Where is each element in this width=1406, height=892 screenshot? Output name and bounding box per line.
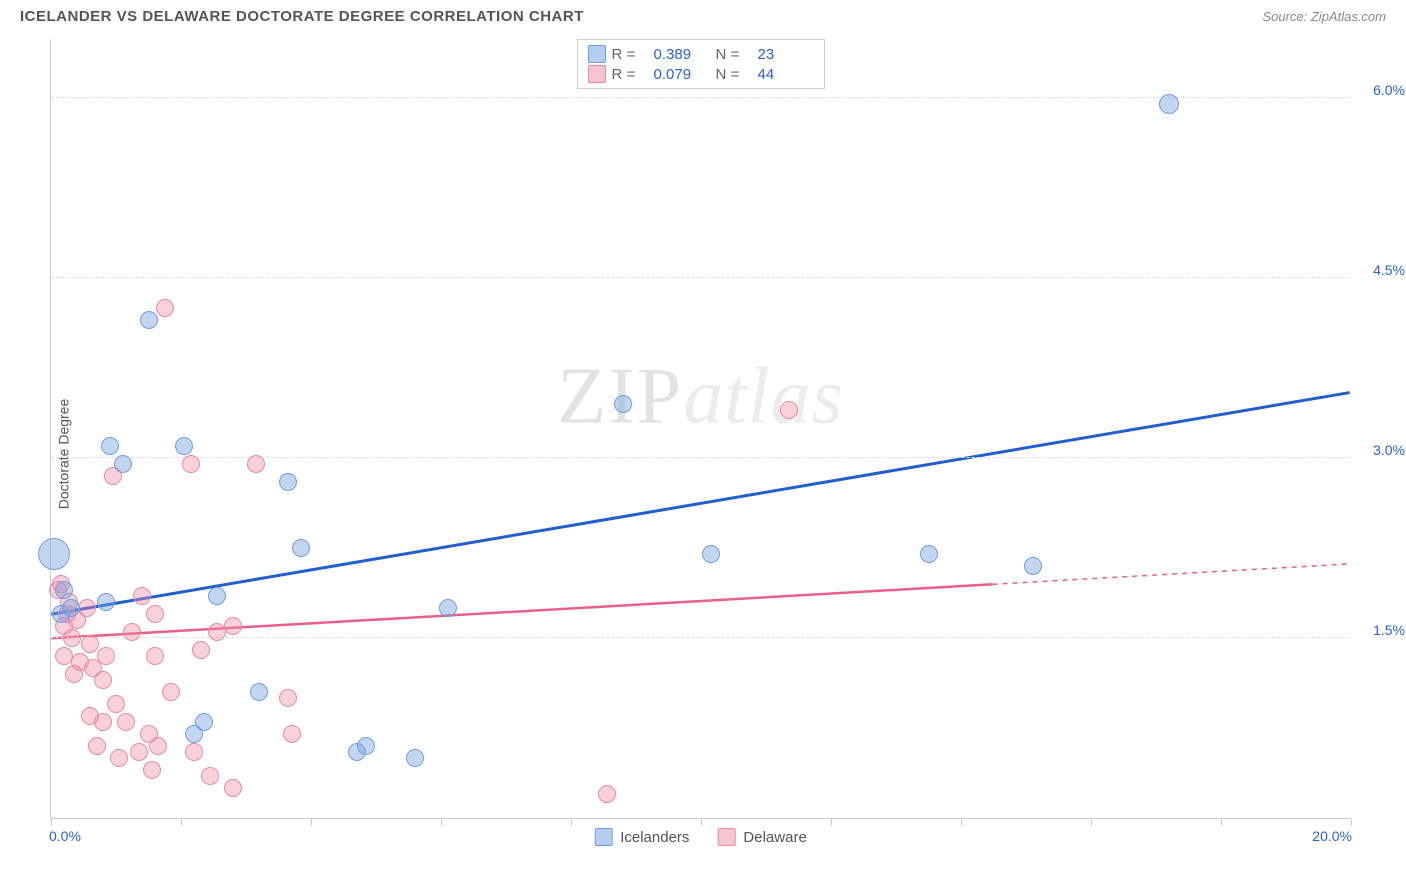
x-tick: [441, 818, 442, 826]
scatter-point: [182, 455, 200, 473]
legend-series-label: Icelanders: [620, 829, 689, 846]
gridline-h: [51, 97, 1350, 98]
legend-r-label: R =: [612, 66, 648, 83]
x-tick: [961, 818, 962, 826]
scatter-point: [614, 395, 632, 413]
legend-swatch: [594, 828, 612, 846]
scatter-point: [279, 689, 297, 707]
legend-row: R = 0.389 N = 23: [588, 44, 814, 64]
scatter-point: [780, 401, 798, 419]
legend-swatch: [588, 45, 606, 63]
scatter-point: [224, 779, 242, 797]
y-tick-label: 6.0%: [1373, 82, 1405, 98]
x-tick: [51, 818, 52, 826]
scatter-point: [920, 545, 938, 563]
scatter-point: [143, 761, 161, 779]
scatter-point: [97, 647, 115, 665]
chart-container: Doctorate Degree ZIPatlas R =0.389N =23R…: [0, 29, 1406, 879]
scatter-point: [63, 629, 81, 647]
legend-swatch: [588, 65, 606, 83]
x-tick: [831, 818, 832, 826]
legend-n-value: 23: [758, 46, 814, 63]
x-tick: [1351, 818, 1352, 826]
scatter-point: [247, 455, 265, 473]
x-tick: [571, 818, 572, 826]
scatter-point: [598, 785, 616, 803]
watermark: ZIPatlas: [557, 352, 844, 443]
scatter-point: [88, 737, 106, 755]
scatter-point: [357, 737, 375, 755]
scatter-point: [192, 641, 210, 659]
chart-source: Source: ZipAtlas.com: [1262, 9, 1386, 24]
legend-r-value: 0.389: [654, 46, 710, 63]
x-tick: [311, 818, 312, 826]
y-tick-label: 1.5%: [1373, 622, 1405, 638]
x-tick: [1091, 818, 1092, 826]
scatter-point: [149, 737, 167, 755]
scatter-point: [195, 713, 213, 731]
scatter-point: [97, 593, 115, 611]
scatter-point: [162, 683, 180, 701]
scatter-point: [62, 599, 80, 617]
scatter-point: [201, 767, 219, 785]
x-axis-min-label: 0.0%: [49, 828, 81, 844]
gridline-h: [51, 457, 1350, 458]
scatter-point: [406, 749, 424, 767]
legend-series-item: Delaware: [717, 828, 806, 846]
scatter-point: [133, 587, 151, 605]
x-axis-max-label: 20.0%: [1312, 828, 1352, 844]
legend-series-label: Delaware: [743, 829, 806, 846]
legend-series: Icelanders Delaware: [594, 828, 807, 846]
scatter-point: [283, 725, 301, 743]
x-tick: [701, 818, 702, 826]
scatter-point: [94, 713, 112, 731]
x-tick: [1221, 818, 1222, 826]
legend-series-item: Icelanders: [594, 828, 689, 846]
x-tick: [181, 818, 182, 826]
scatter-point: [110, 749, 128, 767]
legend-r-value: 0.079: [654, 66, 710, 83]
scatter-point: [185, 743, 203, 761]
scatter-point: [114, 455, 132, 473]
scatter-point: [208, 587, 226, 605]
chart-title: ICELANDER VS DELAWARE DOCTORATE DEGREE C…: [20, 8, 584, 25]
legend-r-label: R =: [612, 46, 648, 63]
gridline-h: [51, 637, 1350, 638]
plot-area: ZIPatlas R =0.389N =23R =0.079N =44 Icel…: [50, 39, 1350, 819]
scatter-point: [94, 671, 112, 689]
legend-n-value: 44: [758, 66, 814, 83]
y-tick-label: 3.0%: [1373, 442, 1405, 458]
scatter-point: [1159, 94, 1179, 114]
legend-n-label: N =: [716, 66, 752, 83]
scatter-point: [81, 635, 99, 653]
chart-header: ICELANDER VS DELAWARE DOCTORATE DEGREE C…: [0, 0, 1406, 29]
scatter-point: [117, 713, 135, 731]
scatter-point: [146, 605, 164, 623]
scatter-point: [292, 539, 310, 557]
scatter-point: [38, 538, 70, 570]
scatter-point: [1024, 557, 1042, 575]
scatter-point: [702, 545, 720, 563]
scatter-point: [140, 311, 158, 329]
legend-row: R = 0.079 N = 44: [588, 64, 814, 84]
gridline-h: [51, 277, 1350, 278]
trend-lines: [51, 39, 1350, 818]
scatter-point: [78, 599, 96, 617]
scatter-point: [55, 581, 73, 599]
scatter-point: [250, 683, 268, 701]
scatter-point: [107, 695, 125, 713]
scatter-point: [146, 647, 164, 665]
scatter-point: [279, 473, 297, 491]
legend-n-label: N =: [716, 46, 752, 63]
y-tick-label: 4.5%: [1373, 262, 1405, 278]
scatter-point: [156, 299, 174, 317]
scatter-point: [175, 437, 193, 455]
legend-correlation: R = 0.389 N = 23 R = 0.079 N = 44: [577, 39, 825, 89]
scatter-point: [439, 599, 457, 617]
scatter-point: [101, 437, 119, 455]
scatter-point: [130, 743, 148, 761]
legend-swatch: [717, 828, 735, 846]
scatter-point: [123, 623, 141, 641]
scatter-point: [224, 617, 242, 635]
